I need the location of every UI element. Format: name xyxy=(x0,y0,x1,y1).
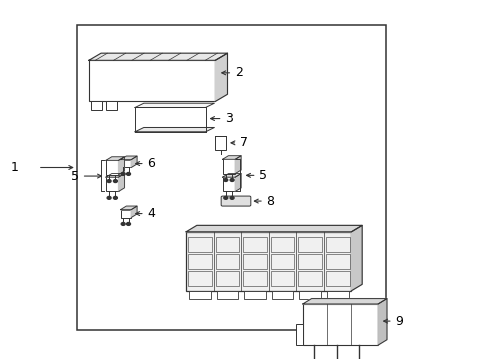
Polygon shape xyxy=(106,157,124,160)
Bar xyxy=(243,237,266,252)
Bar xyxy=(243,254,266,269)
Polygon shape xyxy=(135,127,214,132)
Circle shape xyxy=(121,172,125,175)
Bar xyxy=(270,271,294,287)
Bar xyxy=(299,291,320,298)
Bar xyxy=(215,136,225,150)
Polygon shape xyxy=(215,53,227,102)
Bar xyxy=(215,254,239,269)
Polygon shape xyxy=(235,156,241,174)
Bar xyxy=(325,271,349,287)
Bar xyxy=(325,237,349,252)
Polygon shape xyxy=(120,156,137,159)
Bar xyxy=(91,102,102,111)
Polygon shape xyxy=(118,174,124,192)
Bar xyxy=(270,237,294,252)
Circle shape xyxy=(107,197,111,199)
Bar xyxy=(298,237,321,252)
Bar xyxy=(106,177,118,192)
Polygon shape xyxy=(222,156,241,159)
Bar xyxy=(295,324,302,345)
Text: 6: 6 xyxy=(147,157,155,170)
Bar xyxy=(243,271,266,287)
Polygon shape xyxy=(302,298,386,304)
Circle shape xyxy=(224,179,227,181)
Polygon shape xyxy=(377,298,386,345)
Bar xyxy=(120,210,131,217)
Circle shape xyxy=(113,180,117,183)
Bar xyxy=(270,254,294,269)
Polygon shape xyxy=(89,53,227,60)
Text: 8: 8 xyxy=(266,194,274,208)
Polygon shape xyxy=(186,225,362,232)
Text: 3: 3 xyxy=(224,112,232,125)
Bar xyxy=(188,237,211,252)
Circle shape xyxy=(107,180,111,183)
Polygon shape xyxy=(235,174,241,192)
FancyBboxPatch shape xyxy=(221,196,250,206)
Polygon shape xyxy=(106,174,124,177)
Polygon shape xyxy=(120,206,137,210)
Bar xyxy=(298,254,321,269)
Bar xyxy=(189,291,210,298)
Text: 4: 4 xyxy=(147,207,155,220)
Text: 7: 7 xyxy=(239,136,247,149)
Polygon shape xyxy=(135,103,214,108)
Bar xyxy=(106,102,116,111)
Circle shape xyxy=(126,222,130,225)
Circle shape xyxy=(121,222,125,225)
Bar xyxy=(216,291,238,298)
Text: 1: 1 xyxy=(11,161,19,174)
Text: 5: 5 xyxy=(259,169,266,182)
Polygon shape xyxy=(131,206,137,217)
Bar xyxy=(188,254,211,269)
Bar xyxy=(77,24,385,330)
Text: 2: 2 xyxy=(234,66,242,79)
Text: 9: 9 xyxy=(394,315,402,328)
Polygon shape xyxy=(222,174,241,177)
Bar xyxy=(298,271,321,287)
Polygon shape xyxy=(131,156,137,167)
Polygon shape xyxy=(118,157,124,175)
Circle shape xyxy=(126,172,130,175)
Circle shape xyxy=(230,179,234,181)
Bar xyxy=(215,271,239,287)
Bar xyxy=(326,291,348,298)
Circle shape xyxy=(113,197,117,199)
Bar xyxy=(106,160,118,175)
Circle shape xyxy=(230,197,234,199)
Bar xyxy=(215,237,239,252)
Circle shape xyxy=(224,197,227,199)
Bar xyxy=(188,271,211,287)
Bar xyxy=(186,232,351,291)
Bar xyxy=(222,177,235,192)
Bar xyxy=(120,159,131,167)
Text: 5: 5 xyxy=(71,170,79,183)
Bar xyxy=(302,304,377,345)
Bar xyxy=(244,291,265,298)
Bar xyxy=(325,254,349,269)
Bar xyxy=(271,291,293,298)
Bar xyxy=(89,60,215,102)
Polygon shape xyxy=(351,225,362,291)
Bar xyxy=(222,159,235,174)
